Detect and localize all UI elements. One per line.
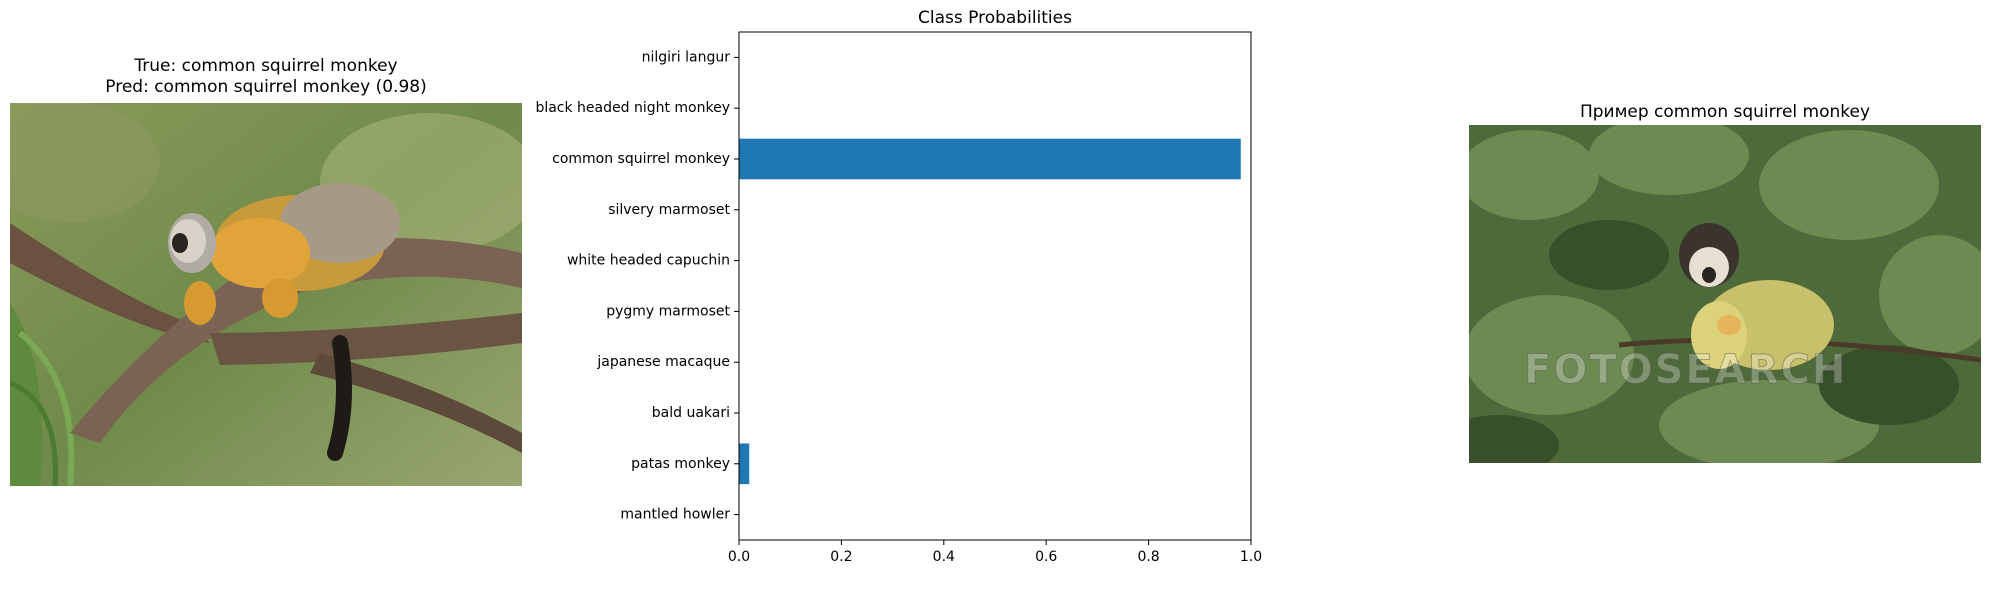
right-title: Пример common squirrel monkey [1579,102,1871,122]
x-tick-label: 0.0 [728,549,750,565]
squirrel-monkey-photo [10,103,522,486]
left-title-line1: True: common squirrel monkey [134,56,398,76]
y-tick-label: bald uakari [652,405,730,421]
x-tick-label: 0.2 [830,549,852,565]
example-class-photo: FOTOSEARCH [1469,125,1981,463]
y-tick-label: white headed capuchin [567,253,730,269]
y-tick-label: pygmy marmoset [606,303,730,319]
bar [739,443,750,485]
left-title-line2: Pred: common squirrel monkey (0.98) [105,77,427,97]
y-tick-label: silvery marmoset [608,202,730,218]
x-tick-label: 0.6 [1035,549,1057,565]
x-tick-label: 0.8 [1137,549,1159,565]
y-tick-label: mantled howler [620,507,730,523]
x-tick-label: 1.0 [1240,549,1262,565]
y-tick-label: common squirrel monkey [552,151,730,167]
x-tick-label: 0.4 [933,549,955,565]
bar [739,138,1241,180]
y-tick-label: japanese macaque [596,354,730,370]
plot-frame [738,31,1252,541]
y-tick-label: nilgiri langur [642,49,731,65]
photo-watermark: FOTOSEARCH [1523,347,1848,394]
y-tick-label: patas monkey [631,456,730,472]
y-tick-label: black headed night monkey [535,100,730,116]
squirrel-monkey-example-photo [1469,125,1981,463]
chart-title: Class Probabilities [918,8,1072,28]
true-class-photo [10,103,522,486]
